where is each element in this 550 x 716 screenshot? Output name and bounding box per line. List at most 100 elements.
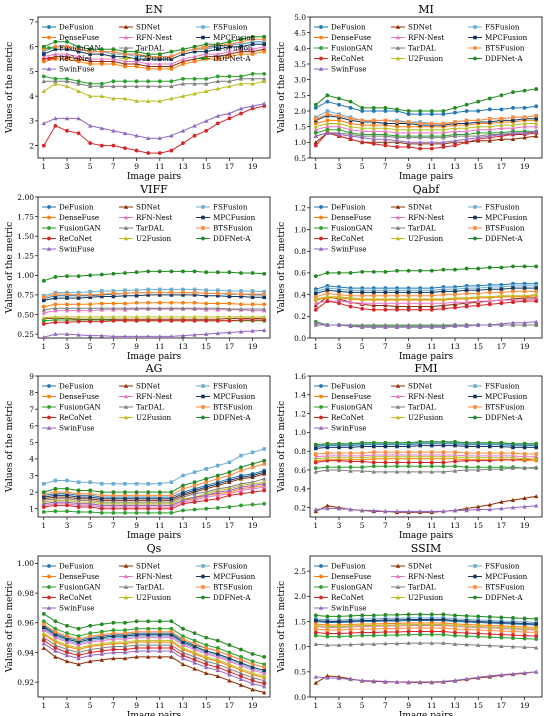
data-point bbox=[464, 118, 469, 123]
legend-marker bbox=[123, 595, 129, 600]
data-point bbox=[522, 630, 527, 634]
legend-label: FSFusion bbox=[213, 203, 248, 212]
data-point bbox=[406, 127, 411, 132]
data-point bbox=[204, 467, 208, 471]
x-tick-label: 13 bbox=[178, 342, 188, 351]
legend-label: FusionGAN bbox=[331, 44, 373, 53]
data-point bbox=[441, 112, 446, 117]
data-point bbox=[76, 501, 81, 506]
data-point bbox=[418, 640, 423, 645]
data-point bbox=[441, 289, 446, 294]
data-point bbox=[348, 300, 353, 305]
legend-item: DDFNet-A bbox=[196, 234, 251, 243]
data-point bbox=[262, 481, 267, 486]
data-point bbox=[76, 296, 81, 300]
legend-item: ReCoNet bbox=[314, 593, 364, 602]
data-point bbox=[134, 290, 139, 295]
data-point bbox=[262, 76, 267, 81]
data-point bbox=[383, 290, 388, 295]
legend-item: U2Fusion bbox=[119, 593, 172, 602]
data-point bbox=[313, 131, 318, 135]
legend-item: SwinFuse bbox=[42, 245, 95, 254]
legend-marker bbox=[201, 226, 205, 230]
data-point bbox=[169, 490, 174, 495]
legend-label: SDNet bbox=[136, 382, 160, 391]
data-point bbox=[134, 619, 139, 624]
legend-item: TarDAL bbox=[391, 403, 436, 412]
data-point bbox=[123, 291, 127, 296]
y-tick-label: 1.25 bbox=[17, 252, 34, 261]
x-tick-label: 9 bbox=[406, 162, 411, 171]
data-point bbox=[325, 286, 330, 290]
data-point bbox=[452, 323, 458, 328]
y-tick-label: 0.92 bbox=[17, 678, 34, 687]
data-point bbox=[511, 286, 515, 290]
data-point bbox=[99, 272, 104, 277]
data-point bbox=[64, 642, 70, 647]
legend-item: FusionGAN bbox=[314, 224, 373, 233]
data-point bbox=[395, 145, 399, 149]
data-point bbox=[88, 123, 93, 128]
x-tick-label: 7 bbox=[383, 342, 388, 351]
data-point bbox=[146, 503, 151, 508]
data-point bbox=[41, 54, 46, 59]
data-point bbox=[325, 93, 330, 98]
x-tick-label: 5 bbox=[360, 701, 365, 710]
series-line-densefuse bbox=[315, 622, 537, 628]
series-line-ddfnet-a bbox=[315, 613, 537, 620]
data-point bbox=[337, 287, 341, 291]
legend-item: MPCFusion bbox=[196, 392, 256, 401]
data-point bbox=[313, 442, 318, 447]
data-point bbox=[64, 653, 70, 658]
legend-label: SwinFuse bbox=[59, 65, 95, 74]
data-point bbox=[429, 112, 434, 117]
series-line-fsfusion bbox=[315, 442, 537, 447]
series-line-ddfnet-a bbox=[43, 36, 265, 55]
series-line-swinfuse bbox=[315, 505, 537, 512]
data-point bbox=[262, 447, 266, 451]
data-point bbox=[534, 452, 538, 456]
data-point bbox=[406, 140, 411, 145]
data-point bbox=[53, 629, 58, 634]
x-tick-label: 19 bbox=[248, 701, 258, 710]
data-point bbox=[534, 322, 539, 327]
data-point bbox=[429, 324, 434, 329]
data-point bbox=[76, 79, 81, 84]
data-point bbox=[394, 622, 400, 627]
chart-title: Qs bbox=[147, 542, 162, 555]
data-point bbox=[204, 665, 209, 670]
data-point bbox=[146, 64, 151, 69]
data-point bbox=[215, 662, 220, 667]
data-point bbox=[453, 450, 457, 454]
data-point bbox=[371, 633, 376, 638]
data-point bbox=[64, 639, 70, 644]
legend-item: U2Fusion bbox=[391, 54, 444, 63]
data-point bbox=[441, 679, 446, 684]
data-point bbox=[510, 455, 516, 460]
data-point bbox=[262, 292, 266, 296]
data-point bbox=[41, 307, 46, 312]
legend-marker bbox=[473, 205, 477, 209]
data-point bbox=[169, 480, 174, 484]
data-point bbox=[88, 319, 93, 324]
legend-marker bbox=[201, 384, 205, 388]
data-point bbox=[522, 322, 527, 327]
y-tick-label: 0.2 bbox=[294, 312, 306, 321]
data-point bbox=[522, 121, 527, 126]
data-point bbox=[313, 320, 318, 325]
data-point bbox=[88, 480, 92, 484]
series-line-defusion bbox=[43, 470, 265, 498]
data-point bbox=[250, 668, 255, 673]
data-point bbox=[134, 270, 139, 275]
data-point bbox=[146, 493, 150, 498]
data-point bbox=[499, 643, 504, 648]
legend-label: SDNet bbox=[136, 562, 160, 571]
legend-item: DenseFuse bbox=[42, 392, 99, 401]
data-point bbox=[204, 306, 209, 311]
data-point bbox=[406, 626, 411, 630]
data-point bbox=[453, 443, 457, 448]
data-point bbox=[348, 459, 353, 464]
data-point bbox=[418, 293, 422, 298]
data-point bbox=[204, 643, 209, 647]
legend-item: RFN-Nest bbox=[119, 572, 172, 581]
